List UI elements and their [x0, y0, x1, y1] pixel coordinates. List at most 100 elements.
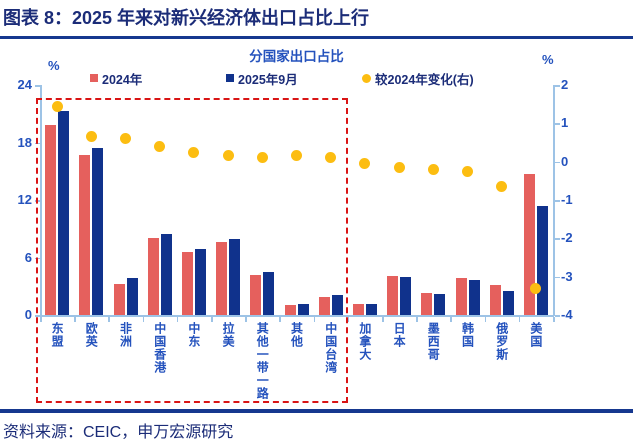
- change-dot-5: [188, 146, 200, 158]
- bar-2024-6: [216, 242, 228, 315]
- x-axis-tick: [40, 316, 42, 322]
- bar-2024-15: [523, 174, 535, 315]
- left-axis-unit: %: [48, 58, 60, 73]
- x-category-label-7: 其他一带一路: [255, 322, 270, 400]
- x-category-label-9: 中国台湾: [323, 322, 338, 374]
- right-axis-tick-label: -3: [561, 268, 573, 284]
- bar-2024-8: [284, 305, 296, 315]
- bar-2024-1: [45, 125, 57, 315]
- change-dot-4: [154, 140, 166, 152]
- page-title: 图表 8：2025 年来对新兴经济体出口占比上行: [3, 8, 370, 28]
- bar-2025-10: [365, 304, 377, 315]
- source-note: 资料来源：CEIC，申万宏源研究: [3, 424, 234, 441]
- right-axis-tick: [554, 200, 560, 202]
- x-category-label-8: 其他: [289, 322, 304, 348]
- right-axis-tick-label: 2: [561, 77, 569, 92]
- right-axis-tick: [554, 161, 560, 164]
- right-axis-line: [553, 85, 555, 316]
- x-axis-tick: [211, 316, 213, 322]
- legend-square-icon: [90, 74, 98, 82]
- x-axis-tick: [74, 316, 76, 322]
- x-axis-tick: [142, 316, 145, 322]
- left-axis-line: [40, 85, 42, 316]
- bar-2024-12: [421, 292, 433, 315]
- bar-2024-2: [79, 154, 91, 315]
- legend-label: 2025年9月: [238, 72, 298, 87]
- right-axis-tick-label: 0: [561, 153, 569, 169]
- x-axis-tick: [518, 316, 521, 322]
- x-axis-tick: [450, 316, 452, 322]
- x-category-label-1: 东盟: [50, 322, 65, 348]
- change-dot-7: [256, 152, 268, 164]
- x-axis-tick: [313, 316, 316, 322]
- bar-2024-7: [250, 274, 262, 315]
- left-axis-tick-label: 0: [24, 307, 32, 322]
- change-dot-13: [462, 165, 473, 177]
- right-axis-unit: %: [542, 52, 554, 67]
- right-axis-tick: [554, 276, 560, 279]
- bar-2025-13: [468, 279, 480, 315]
- legend-label: 2024年: [102, 72, 143, 87]
- change-dot-9: [325, 152, 337, 164]
- x-category-label-3: 非洲: [118, 322, 133, 348]
- right-axis-tick-label: 1: [561, 115, 569, 131]
- change-dot-15: [530, 282, 542, 294]
- change-dot-14: [496, 181, 508, 193]
- bar-2025-11: [400, 276, 412, 315]
- right-axis-tick-label: -1: [561, 192, 573, 207]
- x-category-label-11: 日本: [392, 322, 407, 348]
- right-axis-tick: [554, 85, 560, 87]
- left-axis-tick-label: 24: [17, 77, 32, 92]
- x-category-label-15: 美国: [528, 322, 543, 348]
- x-category-label-4: 中国香港: [152, 322, 167, 374]
- change-dot-10: [359, 158, 371, 170]
- bar-2025-5: [194, 248, 206, 315]
- bar-2025-1: [58, 110, 70, 315]
- x-axis-tick: [382, 316, 384, 322]
- bar-2025-14: [502, 291, 514, 315]
- x-category-label-6: 拉美: [221, 322, 236, 348]
- x-axis-tick: [279, 316, 281, 322]
- left-axis-tick-label: 12: [17, 192, 32, 207]
- x-axis-tick: [553, 316, 555, 322]
- bar-2025-9: [331, 294, 343, 315]
- bar-2025-6: [229, 239, 241, 315]
- change-dot-12: [427, 163, 439, 175]
- change-dot-1: [51, 100, 63, 112]
- chart-title: 分国家出口占比: [249, 49, 344, 64]
- left-axis-tick-label: 18: [17, 134, 32, 150]
- right-axis-tick-label: -2: [561, 230, 573, 246]
- bar-2025-4: [160, 233, 172, 315]
- left-axis-tick: [35, 85, 40, 87]
- right-axis-tick: [554, 123, 560, 125]
- x-axis-tick: [176, 316, 179, 322]
- x-category-label-10: 加拿大: [357, 322, 372, 361]
- bar-2024-14: [489, 285, 501, 315]
- legend-label: 较2024年变化(右): [375, 72, 474, 87]
- bar-2024-10: [352, 303, 364, 315]
- x-category-label-2: 欧英: [84, 322, 99, 348]
- highlight-dashed-box: [36, 98, 348, 403]
- x-axis-tick: [484, 316, 487, 322]
- bar-2024-13: [455, 277, 467, 315]
- x-axis-tick: [108, 316, 110, 322]
- bar-2024-11: [387, 275, 399, 315]
- bar-2024-3: [113, 284, 125, 315]
- change-dot-6: [222, 150, 234, 162]
- title-divider: [0, 36, 633, 39]
- change-dot-2: [85, 131, 97, 143]
- bar-2024-4: [147, 238, 159, 315]
- x-axis-line: [40, 315, 554, 317]
- bar-2025-15: [536, 205, 548, 315]
- legend-dot-icon: [362, 73, 371, 83]
- bar-2025-12: [434, 293, 446, 315]
- legend-item-2: 2025年9月: [226, 70, 298, 87]
- change-dot-3: [120, 133, 131, 145]
- x-category-label-13: 韩国: [460, 322, 475, 348]
- bar-2024-9: [318, 296, 330, 315]
- change-dot-8: [291, 150, 302, 162]
- x-category-label-5: 中东: [186, 322, 201, 348]
- right-axis-tick: [554, 238, 560, 240]
- bar-2025-2: [92, 148, 104, 315]
